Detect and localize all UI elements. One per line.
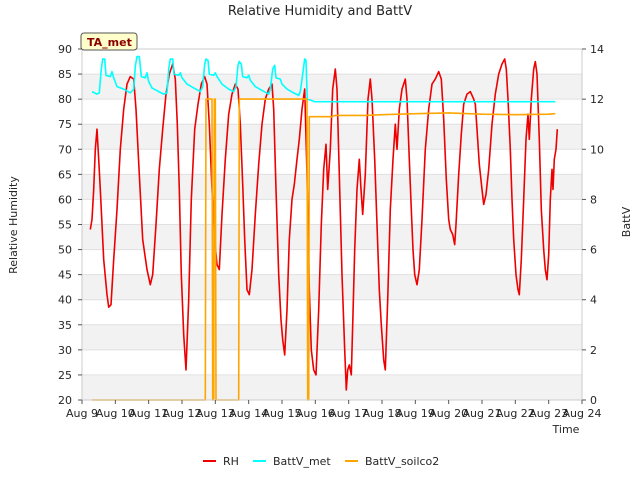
left-tick-label: 75 (58, 118, 72, 131)
x-tick-label: Aug 13 (196, 407, 235, 420)
right-tick-label: 10 (590, 143, 604, 156)
x-tick-label: Aug 21 (463, 407, 502, 420)
left-tick-label: 30 (58, 344, 72, 357)
series-line-battv-met (91, 55, 556, 103)
legend-label-rh: RH (223, 455, 239, 468)
site-badge-label: TA_met (87, 36, 132, 49)
series-line-rh (89, 58, 559, 391)
left-axis-title: Relative Humidity (7, 176, 20, 274)
right-tick-label: 6 (590, 244, 597, 257)
left-tick-label: 80 (58, 93, 72, 106)
x-tick-label: Aug 19 (396, 407, 435, 420)
legend-label-battv-met: BattV_met (273, 455, 331, 468)
right-tick-label: 12 (590, 93, 604, 106)
x-tick-label: Aug 12 (163, 407, 202, 420)
left-tick-label: 45 (58, 269, 72, 282)
x-axis-title: Time (552, 423, 580, 436)
left-tick-label: 70 (58, 143, 72, 156)
x-tick-label: Aug 20 (429, 407, 468, 420)
x-tick-label: Aug 9 (66, 407, 98, 420)
x-tick-label: Aug 14 (229, 407, 268, 420)
left-tick-label: 35 (58, 319, 72, 332)
x-tick-label: Aug 16 (296, 407, 335, 420)
right-tick-label: 2 (590, 344, 597, 357)
plot-bands (82, 74, 582, 400)
site-badge: TA_met (80, 32, 138, 51)
x-tick-label: Aug 18 (363, 407, 402, 420)
x-tick-label: Aug 11 (129, 407, 168, 420)
x-tick-label: Aug 23 (529, 407, 568, 420)
legend-label-battv-soilco2: BattV_soilco2 (365, 455, 439, 468)
x-tick-label: Aug 24 (563, 407, 602, 420)
site-badge-box (80, 32, 138, 51)
right-tick-label: 14 (590, 43, 604, 56)
plot-band (82, 124, 582, 150)
left-tick-label: 90 (58, 43, 72, 56)
plot-band (82, 324, 582, 350)
left-tick-label: 85 (58, 68, 72, 81)
plot-band (82, 274, 582, 300)
plot-band (82, 374, 582, 400)
left-tick-label: 25 (58, 369, 72, 382)
right-axis-ticks: 0 2 4 6 8 10 12 14 (582, 43, 604, 407)
right-tick-label: 4 (590, 294, 597, 307)
x-tick-label: Aug 10 (96, 407, 135, 420)
x-tick-label: Aug 15 (263, 407, 302, 420)
legend: RH BattV_met BattV_soilco2 (203, 455, 439, 468)
left-tick-label: 65 (58, 168, 72, 181)
chart-title: Relative Humidity and BattV (228, 4, 412, 19)
plot-band (82, 224, 582, 250)
right-tick-label: 0 (590, 394, 597, 407)
left-tick-label: 50 (58, 244, 72, 257)
plot-band (82, 174, 582, 200)
left-axis-ticks: 20 25 30 35 40 45 50 55 60 65 70 75 80 85 90 (58, 43, 82, 407)
left-tick-label: 40 (58, 294, 72, 307)
x-tick-label: Aug 22 (496, 407, 535, 420)
x-tick-label: Aug 17 (329, 407, 368, 420)
left-tick-label: 60 (58, 193, 72, 206)
left-tick-label: 55 (58, 219, 72, 232)
right-tick-label: 8 (590, 193, 597, 206)
right-axis-title: BattV (620, 206, 633, 237)
left-tick-label: 20 (58, 394, 72, 407)
